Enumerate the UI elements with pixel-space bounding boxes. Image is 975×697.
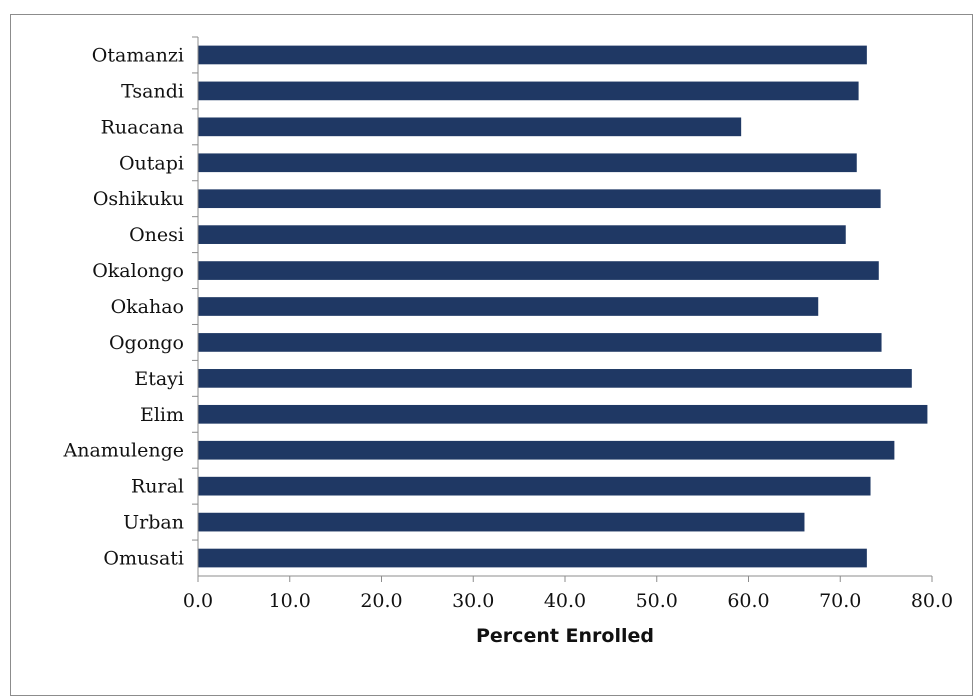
bar-otamanzi [198,45,867,65]
category-label-onesi: Onesi [129,224,184,246]
category-label-ruacana: Ruacana [101,116,184,138]
bar-okahao [198,297,819,316]
category-label-urban: Urban [123,512,184,534]
bar-onesi [198,225,846,244]
category-label-elim: Elim [140,404,184,426]
category-label-oshikuku: Oshikuku [93,188,184,210]
bars-group [198,45,928,568]
category-label-etayi: Etayi [134,368,184,390]
category-label-omusati: Omusati [103,548,184,570]
category-label-otamanzi: Otamanzi [92,44,184,66]
bar-oshikuku [198,189,881,209]
bar-elim [198,404,928,424]
x-tick-label: 70.0 [819,590,861,612]
x-tick-label: 30.0 [452,590,494,612]
bar-urban [198,512,805,532]
category-label-okahao: Okahao [111,296,184,318]
bar-etayi [198,369,912,388]
x-tick-labels: 0.0 10.0 20.0 30.0 40.0 50.0 60.0 70.0 80.0 [183,590,953,612]
x-tick-label: 20.0 [360,590,402,612]
category-label-ogongo: Ogongo [109,332,184,354]
category-label-anamulenge: Anamulenge [62,440,184,462]
category-label-tsandi: Tsandi [121,80,184,102]
category-label-rural: Rural [131,476,184,498]
figure-caption [0,0,975,9]
bar-ruacana [198,117,742,137]
bar-omusati [198,548,867,568]
x-tick-label: 40.0 [544,590,586,612]
bar-anamulenge [198,440,895,460]
category-label-outapi: Outapi [119,152,184,174]
x-tick-label: 80.0 [911,590,953,612]
category-labels: Otamanzi Tsandi Ruacana Outapi Oshikuku Onesi… [62,44,184,569]
bar-rural [198,476,871,496]
x-tick-label: 10.0 [269,590,311,612]
bar-chart: Otamanzi Tsandi Ruacana Outapi Oshikuku Onesi… [62,36,953,647]
category-label-okalongo: Okalongo [92,260,184,282]
x-tick-label: 50.0 [636,590,678,612]
bar-ogongo [198,333,882,352]
axes [192,36,933,582]
bar-tsandi [198,81,859,101]
x-tick-label: 60.0 [727,590,769,612]
x-tick-label: 0.0 [183,590,213,612]
x-axis-title: Percent Enrolled [476,625,654,647]
bar-outapi [198,153,857,173]
chart-frame: Otamanzi Tsandi Ruacana Outapi Oshikuku Onesi… [10,14,973,696]
bar-okalongo [198,261,879,280]
